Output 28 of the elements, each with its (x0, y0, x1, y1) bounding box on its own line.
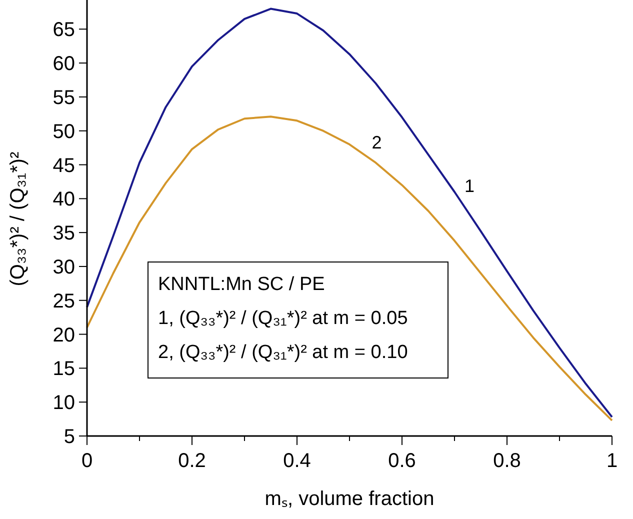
y-tick-label: 20 (52, 324, 75, 346)
x-tick-label: 0.8 (493, 450, 521, 472)
y-tick-label: 25 (52, 290, 75, 312)
series-label: 1 (464, 176, 475, 196)
y-tick-label: 40 (52, 188, 75, 211)
x-tick-label: 0 (81, 450, 93, 472)
x-tick-label: 1 (606, 450, 618, 472)
y-tick-label: 45 (52, 154, 75, 177)
y-tick-label: 35 (52, 222, 75, 245)
y-tick-label: 60 (52, 53, 75, 76)
y-tick-label: 65 (52, 19, 75, 42)
line-series (86, 8, 613, 418)
y-tick-label: 55 (52, 86, 75, 109)
x-tick-label: 0.4 (283, 450, 311, 472)
y-tick-label: 15 (52, 358, 75, 380)
y-tick-label: 50 (52, 120, 75, 143)
series-label: 2 (372, 132, 382, 153)
y-tick-label: 30 (52, 256, 75, 278)
x-tick-label: 0.6 (388, 450, 416, 472)
y-axis-title: (Q₃₃*)² / (Q₃₁*)² (7, 151, 29, 286)
annotation: 2, (Q₃₃*)² / (Q₃₁*)² at m = 0.10 (158, 342, 408, 363)
annotation: 1, (Q₃₃*)² / (Q₃₁*)² at m = 0.05 (158, 308, 408, 329)
x-axis-title: mₛ, volume fraction (264, 488, 434, 510)
y-tick-label: 10 (52, 392, 75, 414)
line-series (86, 116, 613, 422)
annotation: KNNTL:Mn SC / PE (158, 274, 325, 295)
x-tick-label: 0.2 (178, 450, 206, 472)
y-tick-label: 5 (64, 426, 75, 448)
